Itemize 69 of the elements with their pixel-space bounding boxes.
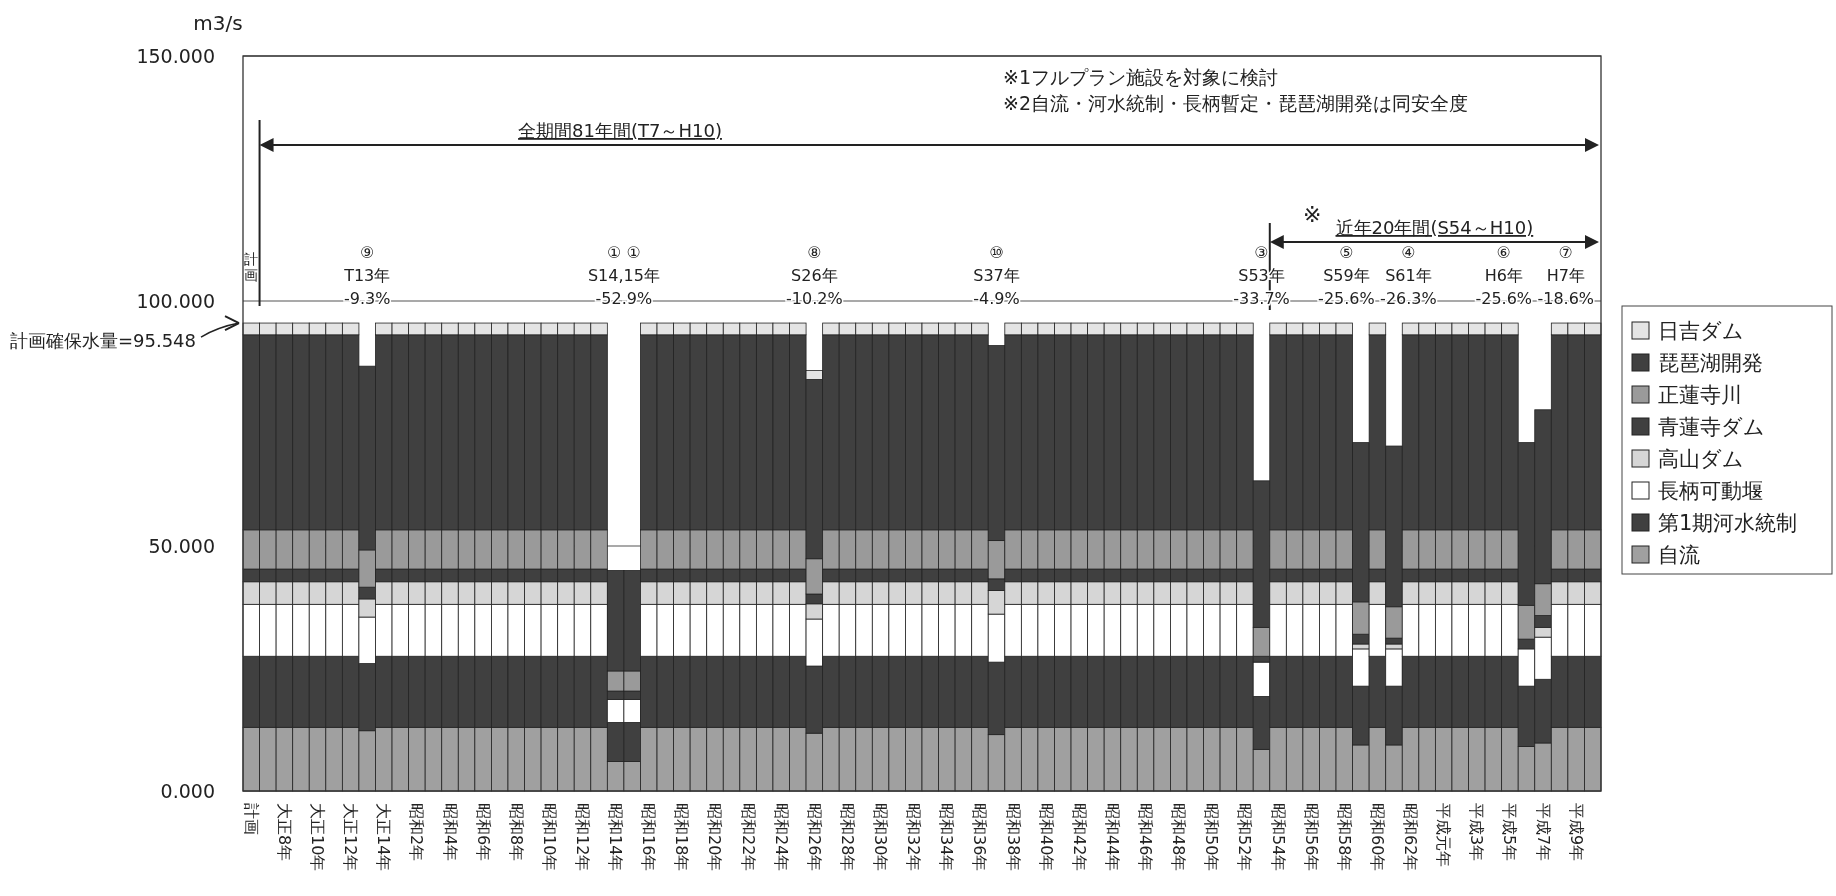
legend-label: 青蓮寺ダム <box>1658 415 1765 439</box>
plan-level-note: 計画確保水量=95.548 <box>9 315 240 352</box>
legend-label: 琵琶湖開発 <box>1658 351 1763 375</box>
x-tick-label: 昭和34年 <box>937 803 957 872</box>
x-tick-label: 昭和12年 <box>573 803 592 872</box>
x-tick-label: 平成9年 <box>1566 803 1586 862</box>
x-tick-label: 平成元年 <box>1434 803 1454 867</box>
x-tick-label: 大正10年 <box>308 803 328 872</box>
y-axis-title: m3/s <box>193 11 243 35</box>
x-tick-label: 昭和52年 <box>1235 803 1255 872</box>
x-tick-label: 昭和24年 <box>771 803 791 872</box>
x-tick-label: 昭和26年 <box>804 803 824 872</box>
x-tick-label: 昭和28年 <box>837 803 857 872</box>
annotation: ※ <box>1302 202 1322 227</box>
x-tick-label: 昭和56年 <box>1301 803 1321 872</box>
x-tick-label: 昭和44年 <box>1102 803 1122 872</box>
x-tick-label: 昭和32年 <box>904 803 924 872</box>
x-tick-label: 大正12年 <box>341 803 361 872</box>
x-tick-label: 昭和36年 <box>970 803 990 872</box>
annotation: 近年20年間(S54～H10) <box>1335 217 1534 238</box>
x-tick-label: 昭和62年 <box>1401 803 1421 872</box>
annotation: ⑧ S26年 -10.2% <box>786 243 843 308</box>
legend-label: 正蓮寺川 <box>1658 383 1742 407</box>
x-tick-label: 昭和6年 <box>473 803 493 862</box>
legend-label: 日吉ダム <box>1658 319 1744 343</box>
legend-label: 長柄可動堰 <box>1658 479 1763 503</box>
annotation: ⑩ S37年 -4.9% <box>973 243 1020 308</box>
annotation: 計画 <box>244 250 259 283</box>
x-tick-label: 昭和42年 <box>1069 803 1089 872</box>
annotation: ④ S61年 -26.3% <box>1380 243 1437 308</box>
x-tick-label: 昭和2年 <box>407 803 427 862</box>
x-tick-label: 昭和10年 <box>539 803 559 872</box>
x-tick-label: 計画 <box>241 803 261 835</box>
annotation: ⑨ T13年 -9.3% <box>343 243 391 308</box>
x-tick-label: 昭和38年 <box>1003 803 1023 872</box>
annotation: ⑥ H6年 -25.6% <box>1475 243 1533 308</box>
y-tick-label: 100.000 <box>136 290 215 312</box>
annotation: ※1フルプラン施設を対象に検討 <box>1003 66 1279 88</box>
legend-label: 自流 <box>1658 543 1700 567</box>
x-tick-label: 昭和20年 <box>705 803 725 872</box>
x-tick-label: 昭和18年 <box>672 803 692 872</box>
annotation: ① ① S14,15年 -52.9% <box>587 243 660 308</box>
y-tick-label: 0.000 <box>160 780 215 802</box>
x-tick-label: 大正8年 <box>274 803 294 862</box>
x-tick-label: 昭和30年 <box>871 803 891 872</box>
x-tick-label: 昭和8年 <box>506 803 526 862</box>
x-tick-label: 昭和22年 <box>738 803 758 872</box>
x-tick-label: 昭和50年 <box>1202 803 1222 872</box>
x-tick-label: 昭和48年 <box>1169 803 1189 872</box>
annotation: ⑦ H7年 -18.6% <box>1537 243 1595 308</box>
legend-label: 高山ダム <box>1658 447 1744 471</box>
x-tick-label: 大正14年 <box>374 803 394 872</box>
annotation: 全期間81年間(T7～H10) <box>518 120 722 141</box>
x-tick-label: 昭和14年 <box>606 803 626 872</box>
x-tick-label: 昭和4年 <box>440 803 460 862</box>
x-tick-label: 平成5年 <box>1500 803 1520 862</box>
y-tick-label: 50.000 <box>148 535 215 557</box>
y-tick-label: 150.000 <box>136 45 215 67</box>
x-tick-label: 平成7年 <box>1533 803 1553 862</box>
legend-label: 第1期河水統制 <box>1658 511 1798 535</box>
x-tick-label: 昭和16年 <box>639 803 659 872</box>
x-tick-label: 平成3年 <box>1467 803 1487 862</box>
x-tick-label: 昭和54年 <box>1268 803 1288 872</box>
x-tick-label: 昭和58年 <box>1334 803 1354 872</box>
annotation: ⑤ S59年 -25.6% <box>1318 243 1375 308</box>
annotation: ※2自流・河水統制・長柄暫定・琵琶湖開発は同安全度 <box>1003 92 1469 114</box>
x-tick-label: 昭和40年 <box>1036 803 1056 872</box>
x-tick-label: 昭和46年 <box>1136 803 1156 872</box>
x-tick-label: 昭和60年 <box>1367 803 1387 872</box>
